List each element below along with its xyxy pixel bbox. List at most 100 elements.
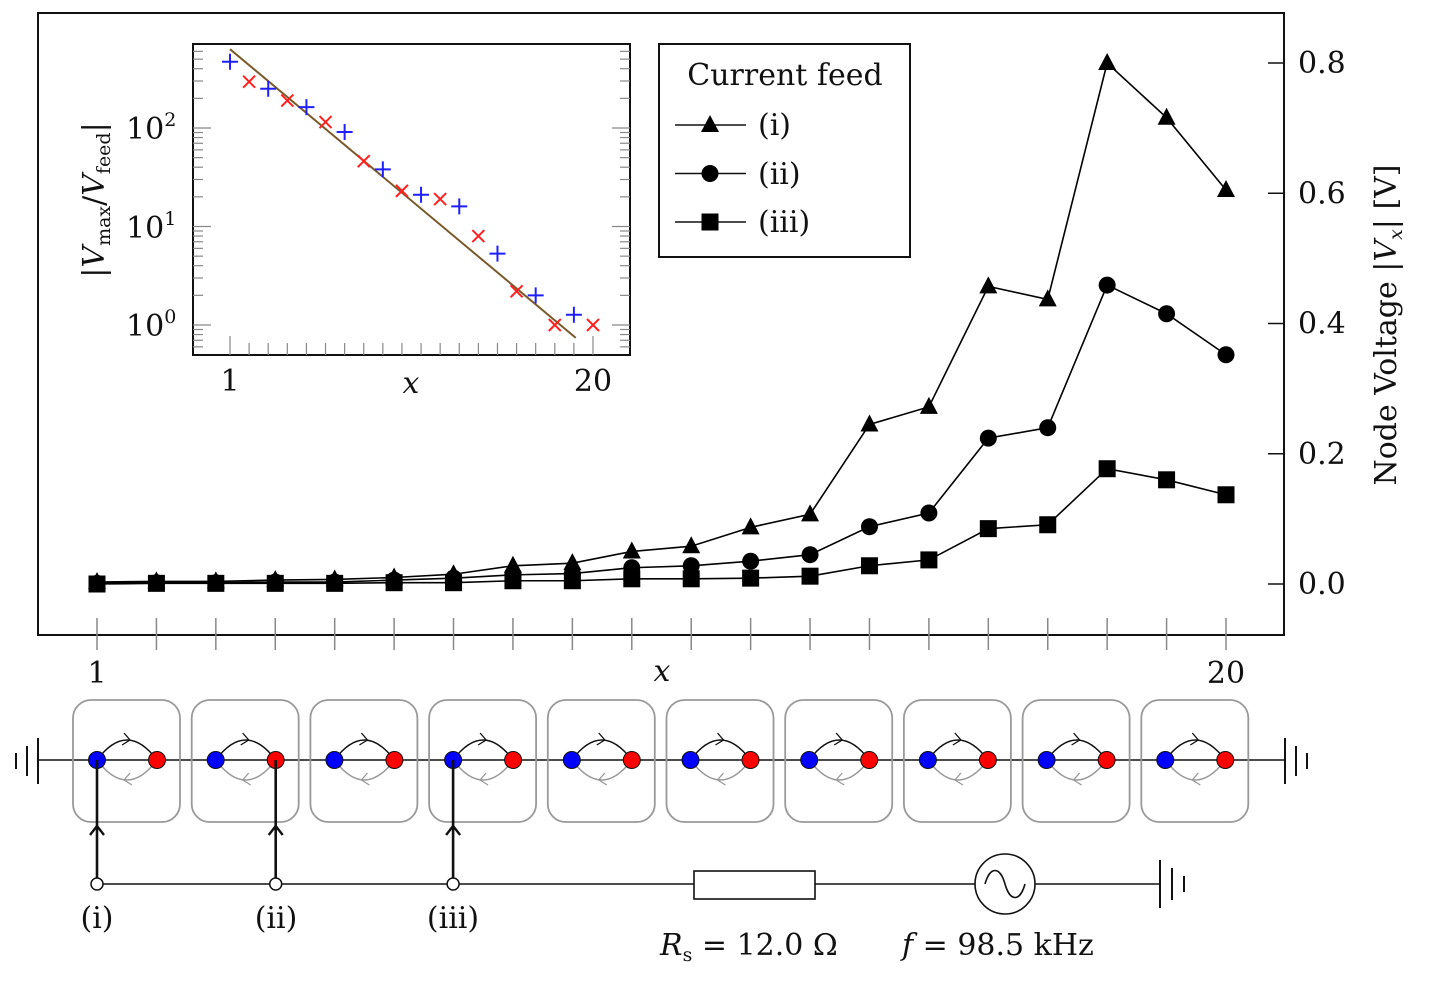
backward-coupling xyxy=(215,759,277,781)
x-tick-label-1: 1 xyxy=(87,656,106,691)
feed-label-i: (i) xyxy=(80,901,113,936)
inset-data-point xyxy=(374,161,391,178)
node-b xyxy=(148,751,166,769)
node-a xyxy=(325,751,344,769)
node-a xyxy=(1037,751,1056,769)
ground-left-icon xyxy=(15,738,39,784)
cell-box xyxy=(428,699,538,823)
forward-coupling xyxy=(1164,739,1226,761)
current-arrow-icon xyxy=(445,824,462,836)
inset-y-tick-10: 101 xyxy=(126,208,176,246)
series-line xyxy=(96,283,1227,585)
arrow-icon xyxy=(241,772,252,786)
arrow-icon xyxy=(121,732,131,746)
inset-data-point xyxy=(451,198,468,215)
forward-coupling xyxy=(333,739,395,761)
node-a xyxy=(1156,751,1175,769)
sine-wave-icon xyxy=(984,869,1026,899)
forward-coupling xyxy=(808,739,870,761)
unit-cell xyxy=(903,699,1012,823)
main-series xyxy=(88,53,1235,593)
legend: Current feed (i) (ii) (iii) xyxy=(658,43,911,258)
source-label: f = 98.5 kHz xyxy=(900,928,1094,963)
data-point xyxy=(207,574,225,592)
label-part: = 98.5 kHz xyxy=(913,928,1094,963)
backward-coupling xyxy=(808,759,870,781)
series-line xyxy=(96,467,1227,585)
unit-cell xyxy=(546,699,656,823)
cell-box xyxy=(784,699,894,823)
arrow-icon xyxy=(1071,732,1081,746)
resistor xyxy=(693,870,816,900)
y-tick-label: 0.2 xyxy=(1298,437,1346,472)
node-b xyxy=(1097,751,1116,769)
data-point xyxy=(682,557,700,575)
unit-cell xyxy=(72,699,181,823)
data-point xyxy=(1098,53,1117,70)
y-tick-labels: 0.0 0.2 0.4 0.6 0.8 xyxy=(1298,46,1346,602)
arrow-icon xyxy=(716,772,726,786)
data-point xyxy=(1158,471,1176,489)
data-point xyxy=(801,567,819,585)
forward-coupling xyxy=(215,739,277,761)
label-part: R xyxy=(659,928,683,963)
tick-exp: 0 xyxy=(164,306,176,328)
unit-cell xyxy=(309,699,419,823)
data-point xyxy=(504,572,522,590)
y-label-part: V xyxy=(1369,237,1404,262)
legend-label-iii: (iii) xyxy=(758,205,810,240)
data-point xyxy=(622,541,641,559)
unit-cell xyxy=(428,699,538,823)
inset-data-point xyxy=(298,99,315,116)
inset-data-point xyxy=(548,318,562,332)
data-point xyxy=(1217,486,1235,504)
inset-data-point xyxy=(527,287,544,304)
inset-data-point xyxy=(413,186,430,203)
data-point xyxy=(563,572,581,590)
inset-series-plus xyxy=(222,53,582,323)
cell-box xyxy=(903,699,1012,823)
data-point xyxy=(445,574,463,592)
arrow-icon xyxy=(953,772,964,786)
cell-box xyxy=(1140,699,1250,823)
backward-coupling xyxy=(927,759,989,781)
data-point xyxy=(1039,516,1057,534)
inset-data-point xyxy=(242,75,256,89)
backward-coupling xyxy=(689,759,752,781)
inset-data-point xyxy=(489,245,506,262)
arrow-icon xyxy=(1191,772,1201,786)
inset-data-point xyxy=(280,93,295,108)
node-a xyxy=(206,751,225,769)
y-label-part: max xyxy=(93,206,115,246)
node-b xyxy=(978,751,997,769)
data-point xyxy=(860,518,878,536)
forward-coupling xyxy=(452,739,514,761)
unit-cell xyxy=(1021,699,1131,823)
legend-entries xyxy=(675,115,746,231)
y-label-part: Node Voltage | xyxy=(1369,262,1404,486)
inset-data-point xyxy=(222,53,238,70)
arrow-icon xyxy=(359,732,369,746)
y-label-part: | xyxy=(77,122,112,132)
feed-terminal xyxy=(268,877,283,891)
arrow-icon xyxy=(1072,772,1082,786)
arrow-icon xyxy=(477,732,488,746)
backward-coupling xyxy=(1046,759,1108,781)
cell-box xyxy=(72,699,181,823)
data-point xyxy=(623,570,641,588)
data-point xyxy=(1039,419,1057,437)
arrow-icon xyxy=(240,732,250,746)
data-point xyxy=(1098,276,1116,294)
current-arrow-icon xyxy=(267,824,284,836)
backward-coupling xyxy=(571,759,633,781)
data-point xyxy=(266,574,284,592)
y-tick-label: 0.4 xyxy=(1298,307,1346,342)
label-part: = 12.0 Ω xyxy=(692,928,837,963)
arrow-icon xyxy=(1189,732,1200,746)
inset-y-tick-1: 100 xyxy=(126,306,176,344)
tick-base: 10 xyxy=(126,112,164,147)
y-tick-label: 0.8 xyxy=(1298,46,1346,81)
feed-label-ii: (ii) xyxy=(255,901,298,936)
resistor-label: Rs = 12.0 Ω xyxy=(659,928,838,966)
data-point xyxy=(860,414,879,432)
